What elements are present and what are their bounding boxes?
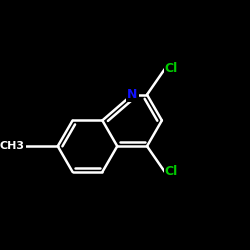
Text: Cl: Cl [165, 166, 178, 178]
Text: CH3: CH3 [0, 141, 25, 151]
Text: Cl: Cl [165, 62, 178, 76]
Text: N: N [127, 88, 137, 101]
